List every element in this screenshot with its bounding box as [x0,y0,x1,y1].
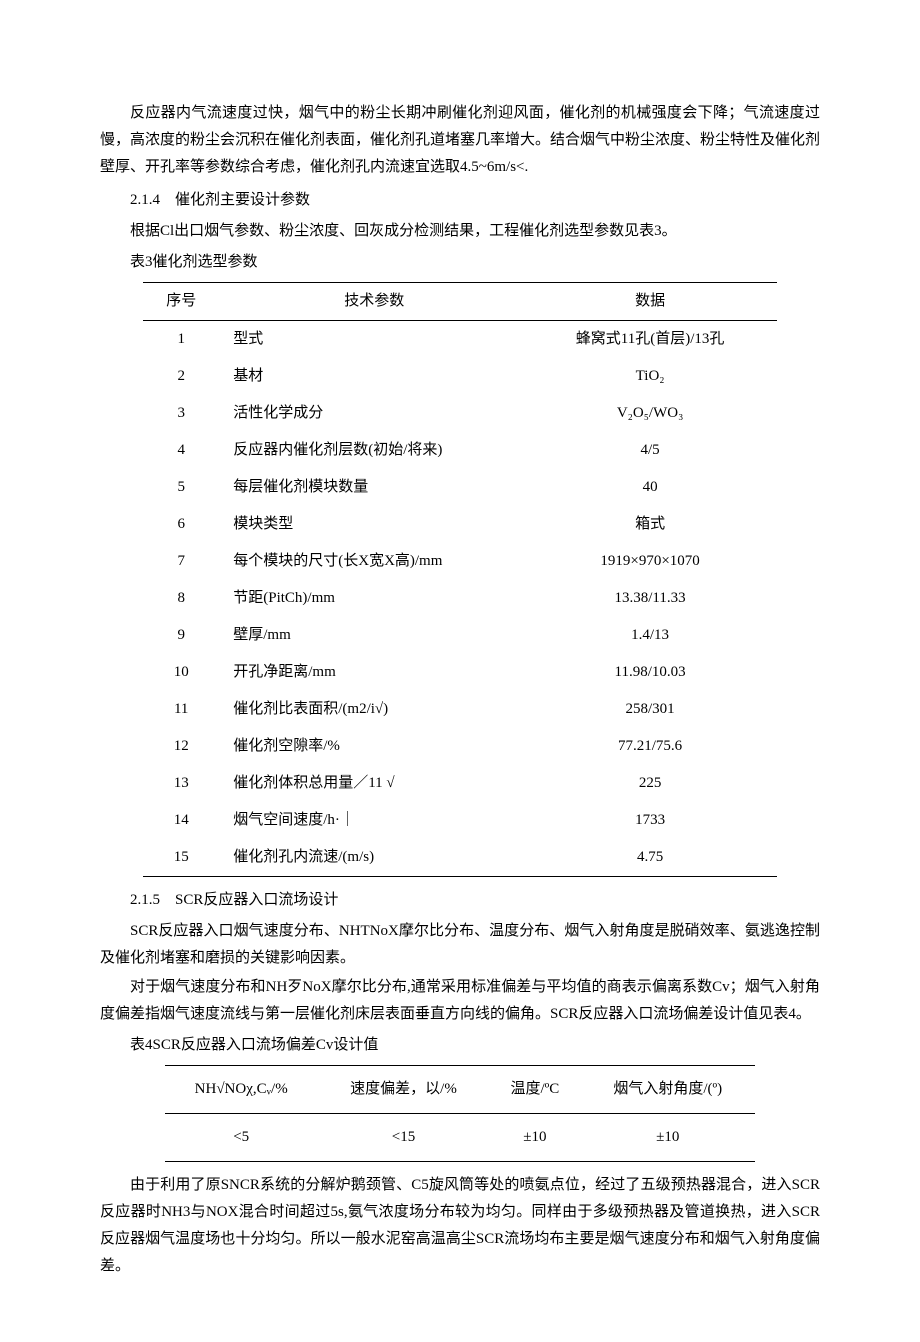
t3-cell-param: 催化剂孔内流速/(m/s) [219,839,523,877]
t4-h4: 烟气入射角度/(º) [580,1066,755,1114]
t3-cell-data: 1.4/13 [523,617,776,654]
t3-cell-seq: 5 [143,469,219,506]
t3-cell-param: 节距(PitCh)/mm [219,580,523,617]
paragraph-cl: 根据Cl出口烟气参数、粉尘浓度、回灰成分检测结果，工程催化剂选型参数见表3。 [100,218,820,245]
t3-cell-param: 烟气空间速度/h·｜ [219,802,523,839]
t3-cell-param: 开孔净距离/mm [219,654,523,691]
t3-cell-seq: 12 [143,728,219,765]
t3-cell-seq: 3 [143,395,219,432]
t3-cell-seq: 2 [143,358,219,395]
paragraph-intro: 反应器内气流速度过快，烟气中的粉尘长期冲刷催化剂迎风面，催化剂的机械强度会下降；… [100,100,820,181]
t3-cell-seq: 4 [143,432,219,469]
t3-cell-param: 基材 [219,358,523,395]
t4-h3: 温度/ºC [489,1066,580,1114]
t3-cell-seq: 10 [143,654,219,691]
t3-cell-param: 催化剂比表面积/(m2/i√) [219,691,523,728]
t3-cell-param: 活性化学成分 [219,395,523,432]
t3-cell-seq: 9 [143,617,219,654]
t4-c4: ±10 [580,1114,755,1162]
table-3: 序号 技术参数 数据 1型式蜂窝式11孔(首层)/13孔 2基材TiO₂ 3活性化学… [143,282,777,877]
t3-header-seq: 序号 [143,283,219,321]
t3-cell-param: 反应器内催化剂层数(初始/将来) [219,432,523,469]
t3-cell-data: 225 [523,765,776,802]
t4-c2: <15 [318,1114,490,1162]
t4-c1: <5 [165,1114,318,1162]
t3-header-param: 技术参数 [219,283,523,321]
t3-cell-seq: 15 [143,839,219,877]
t3-cell-seq: 14 [143,802,219,839]
t3-cell-data: 4/5 [523,432,776,469]
t3-cell-data: TiO₂ [523,358,776,395]
t3-cell-seq: 8 [143,580,219,617]
paragraph-scr1: SCR反应器入口烟气速度分布、NHTNoX摩尔比分布、温度分布、烟气入射角度是脱… [100,918,820,972]
paragraph-sncr: 由于利用了原SNCR系统的分解炉鹅颈管、C5旋风筒等处的喷氨点位，经过了五级预热… [100,1172,820,1280]
t3-cell-seq: 11 [143,691,219,728]
t3-cell-seq: 13 [143,765,219,802]
t3-cell-param: 型式 [219,321,523,359]
t4-h2: 速度偏差，以/% [318,1066,490,1114]
t3-header-data: 数据 [523,283,776,321]
paragraph-scr2: 对于烟气速度分布和NH歹NoX摩尔比分布,通常采用标准偏差与平均值的商表示偏离系… [100,974,820,1028]
table-4: NH√NOχ,Cᵥ/% 速度偏差，以/% 温度/ºC 烟气入射角度/(º) <5… [165,1065,755,1162]
t3-cell-param: 模块类型 [219,506,523,543]
t3-cell-data: 258/301 [523,691,776,728]
t3-cell-data: 13.38/11.33 [523,580,776,617]
t3-body: 1型式蜂窝式11孔(首层)/13孔2基材TiO₂3活性化学成分V₂O₅/WO₃4… [143,321,777,877]
t3-cell-param: 催化剂空隙率/% [219,728,523,765]
t3-cell-data: 4.75 [523,839,776,877]
t3-cell-param: 每个模块的尺寸(长X宽X高)/mm [219,543,523,580]
t3-cell-param: 壁厚/mm [219,617,523,654]
t3-cell-param: 每层催化剂模块数量 [219,469,523,506]
t3-cell-data: 1733 [523,802,776,839]
caption-table3: 表3催化剂选型参数 [100,249,820,276]
caption-table4: 表4SCR反应器入口流场偏差Cv设计值 [100,1032,820,1059]
t3-cell-data: 40 [523,469,776,506]
t3-cell-seq: 6 [143,506,219,543]
t3-cell-param: 催化剂体积总用量／11 √ [219,765,523,802]
t3-cell-data: V₂O₅/WO₃ [523,395,776,432]
t4-c3: ±10 [489,1114,580,1162]
heading-215: 2.1.5 SCR反应器入口流场设计 [100,887,820,914]
t3-cell-data: 11.98/10.03 [523,654,776,691]
t3-cell-data: 77.21/75.6 [523,728,776,765]
t3-cell-seq: 1 [143,321,219,359]
t3-cell-data: 蜂窝式11孔(首层)/13孔 [523,321,776,359]
t3-cell-data: 箱式 [523,506,776,543]
t3-cell-data: 1919×970×1070 [523,543,776,580]
t3-cell-seq: 7 [143,543,219,580]
t4-h1: NH√NOχ,Cᵥ/% [165,1066,318,1114]
heading-214: 2.1.4 催化剂主要设计参数 [100,187,820,214]
